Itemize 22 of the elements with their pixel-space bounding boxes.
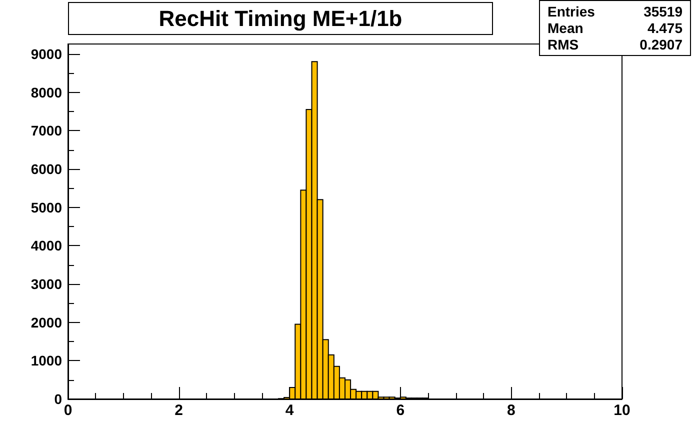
y-tick-label: 9000 bbox=[30, 46, 62, 62]
y-tick-label: 1000 bbox=[30, 352, 62, 369]
x-tick-label: 8 bbox=[507, 402, 516, 419]
text: 35519 bbox=[644, 4, 683, 20]
text: Mean bbox=[548, 20, 584, 36]
x-tick-label: 2 bbox=[174, 402, 183, 419]
x-tick-label: 6 bbox=[396, 402, 405, 419]
y-tick-label: 4000 bbox=[30, 238, 62, 254]
y-tick-label: 7000 bbox=[30, 122, 62, 139]
chart-title: RecHit Timing ME+1/1b bbox=[158, 6, 402, 31]
y-tick-label: 8000 bbox=[30, 84, 62, 100]
y-tick-label: 0 bbox=[54, 391, 62, 407]
text: 0.2907 bbox=[640, 36, 683, 52]
annotation: RMS bbox=[548, 36, 579, 52]
y-tick-label: 6000 bbox=[30, 160, 62, 177]
x-tick-label: 10 bbox=[614, 402, 630, 419]
y-tick-label: 5000 bbox=[30, 199, 62, 216]
y-tick-label: 2000 bbox=[30, 314, 62, 330]
x-tick-label: 4 bbox=[285, 402, 294, 419]
y-tick-label: 3000 bbox=[30, 276, 62, 292]
text: Entries bbox=[548, 4, 596, 20]
text: 4.475 bbox=[647, 20, 683, 36]
